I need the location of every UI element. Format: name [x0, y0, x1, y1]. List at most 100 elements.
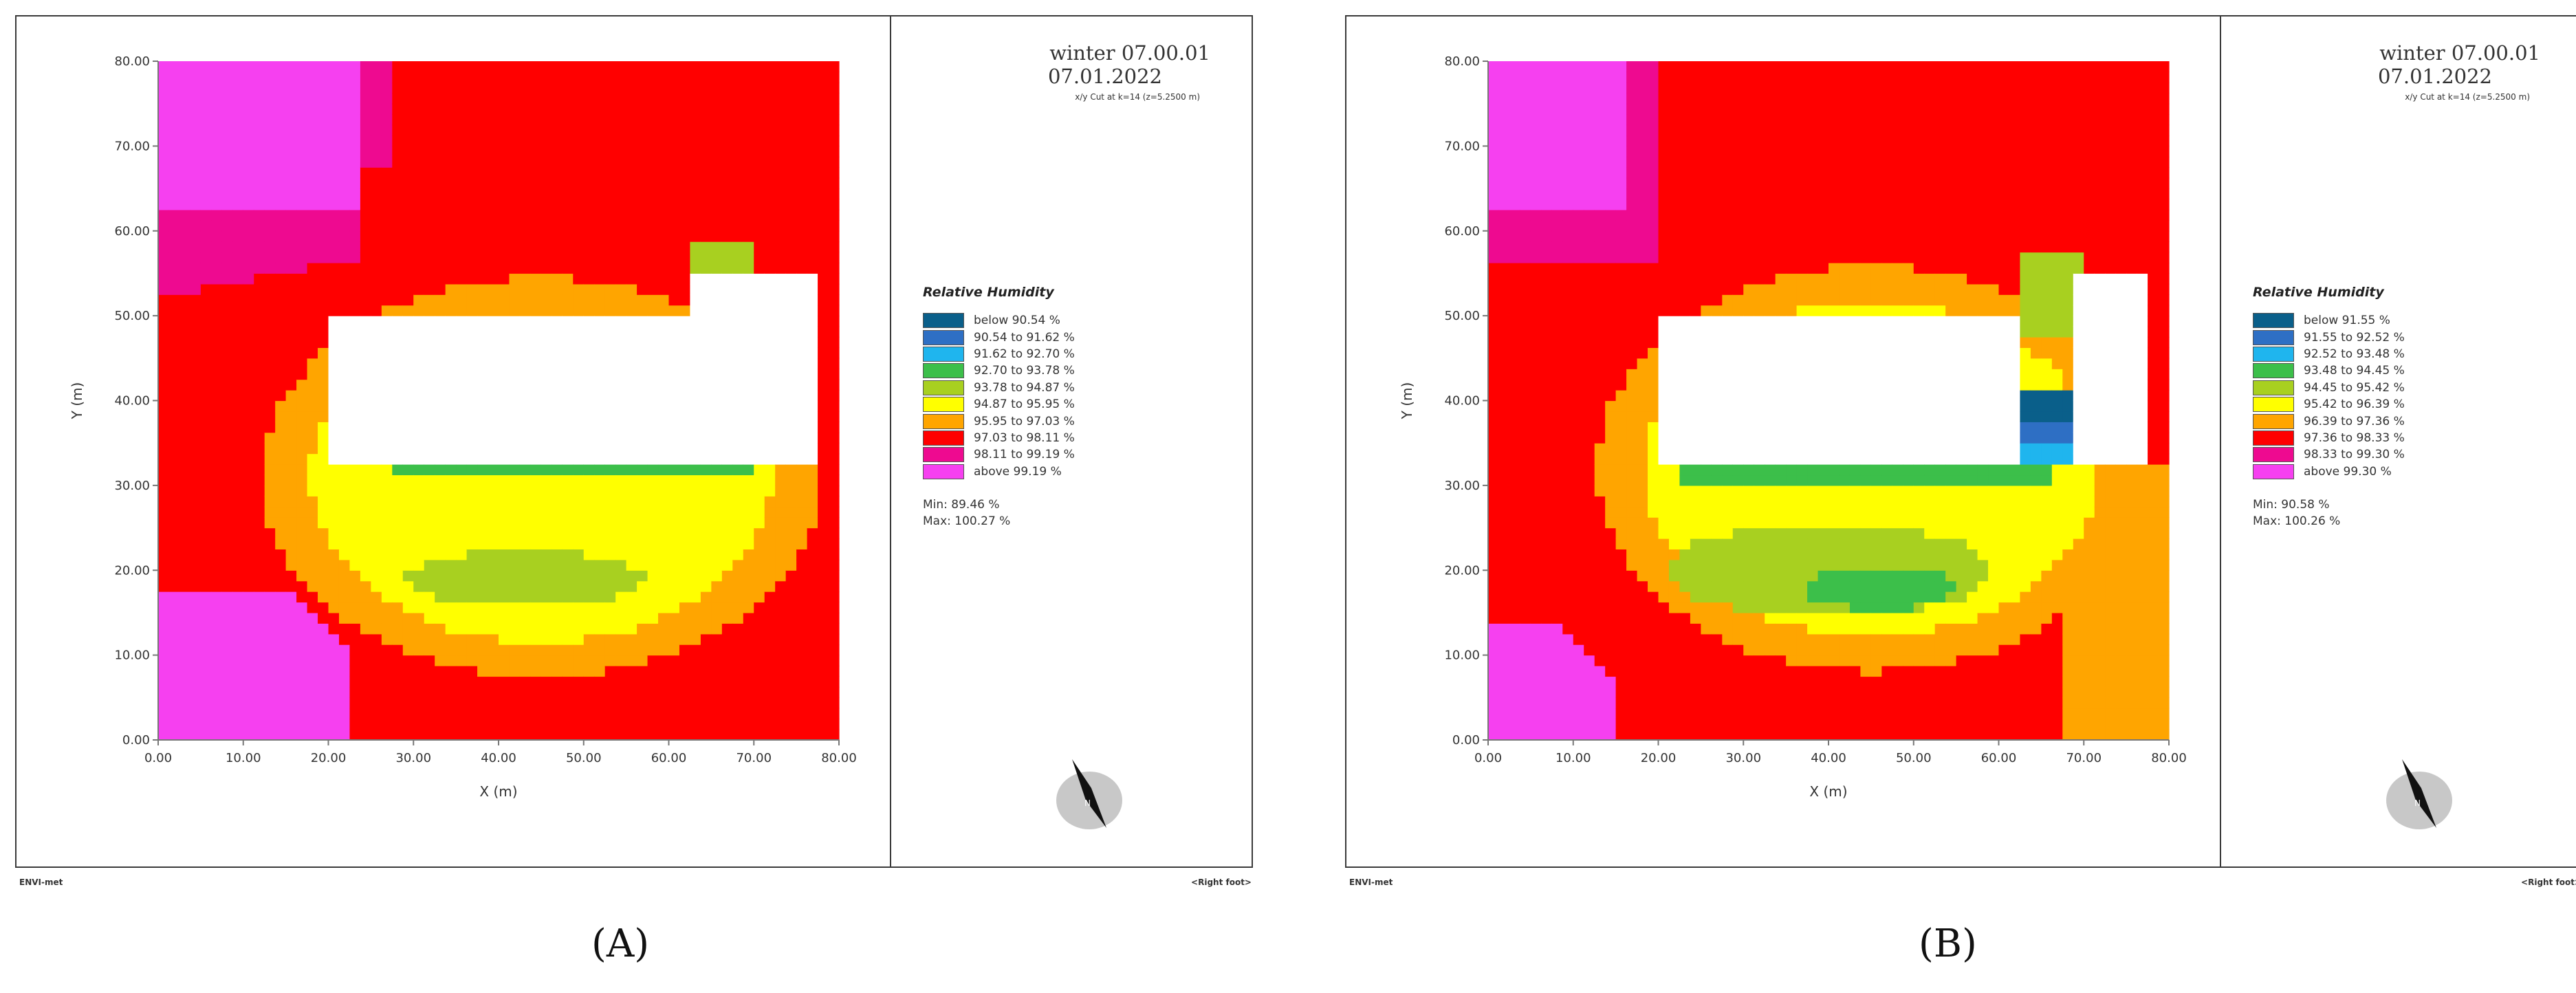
heatmap-cell — [1584, 294, 1595, 306]
heatmap-cell — [1509, 273, 1521, 285]
heatmap-cell — [721, 379, 733, 391]
heatmap-cell — [392, 316, 404, 327]
heatmap-cell — [1562, 61, 1574, 73]
heatmap-cell — [615, 580, 627, 592]
heatmap-cell — [1541, 135, 1553, 146]
heatmap-cell — [338, 369, 351, 380]
heatmap-cell — [530, 93, 542, 105]
heatmap-cell — [488, 167, 499, 179]
heatmap-cell — [456, 432, 468, 444]
heatmap-cell — [158, 93, 170, 105]
heatmap-cell — [1488, 496, 1500, 508]
heatmap-cell — [360, 485, 371, 497]
heatmap-cell — [828, 719, 840, 730]
heatmap-cell — [221, 263, 233, 274]
heatmap-cell — [658, 432, 670, 444]
heatmap-cell — [541, 326, 552, 338]
heatmap-cell — [796, 369, 808, 380]
heatmap-cell — [530, 167, 542, 179]
heatmap-cell — [658, 294, 670, 306]
heatmap-cell — [371, 167, 382, 179]
heatmap-cell — [668, 506, 680, 518]
legend-entry: below 90.54 % — [923, 312, 1075, 329]
heatmap-cell — [658, 82, 670, 94]
heatmap-cell — [413, 199, 425, 210]
heatmap-cell — [711, 602, 723, 613]
heatmap-cell — [785, 570, 797, 582]
heatmap-cell — [604, 93, 616, 105]
heatmap-cell — [338, 527, 351, 539]
heatmap-cell — [285, 369, 297, 380]
heatmap-cell — [221, 336, 233, 348]
heatmap-cell — [711, 559, 723, 571]
heatmap-cell — [626, 666, 637, 677]
heatmap-cell — [275, 305, 287, 316]
heatmap-cell — [604, 400, 616, 412]
heatmap-cell — [360, 326, 371, 338]
heatmap-cell — [541, 294, 552, 306]
heatmap-cell — [647, 591, 659, 603]
heatmap-cell — [168, 623, 180, 635]
heatmap-cell — [221, 686, 233, 698]
heatmap-cell — [626, 241, 637, 253]
heatmap-cell — [381, 644, 393, 656]
heatmap-cell — [381, 283, 393, 295]
heatmap-cell — [1605, 177, 1617, 189]
heatmap-cell — [349, 676, 361, 688]
heatmap-cell — [1551, 177, 1563, 189]
heatmap-cell — [1509, 263, 1521, 274]
heatmap-cell — [796, 527, 808, 539]
heatmap-cell — [158, 633, 170, 645]
heatmap-cell — [381, 336, 393, 348]
heatmap-cell — [1520, 666, 1531, 677]
heatmap-cell — [594, 61, 606, 73]
heatmap-cell — [285, 686, 297, 698]
heatmap-cell — [1562, 686, 1574, 698]
heatmap-cell — [1498, 400, 1510, 412]
heatmap-cell — [785, 612, 797, 624]
heatmap-cell — [1488, 390, 1500, 402]
heatmap-cell — [402, 570, 414, 582]
heatmap-cell — [1594, 252, 1606, 263]
heatmap-cell — [318, 432, 329, 444]
heatmap-cell — [232, 241, 244, 253]
x-tick-label: 80.00 — [821, 751, 857, 765]
heatmap-cell — [264, 114, 276, 126]
heatmap-cell — [541, 252, 552, 263]
heatmap-cell — [775, 666, 787, 677]
heatmap-cell — [552, 156, 563, 168]
heatmap-cell — [275, 623, 287, 635]
heatmap-cell — [456, 708, 468, 719]
heatmap-cell — [711, 612, 723, 624]
heatmap-cell — [796, 666, 808, 677]
heatmap-cell — [1551, 252, 1563, 263]
heatmap-cell — [1584, 390, 1595, 402]
heatmap-cell — [509, 390, 521, 402]
heatmap-cell — [647, 676, 659, 688]
heatmap-cell — [764, 602, 776, 613]
heatmap-cell — [243, 422, 254, 433]
heatmap-cell — [296, 316, 308, 327]
heatmap-cell — [530, 686, 542, 698]
heatmap-cell — [232, 474, 244, 486]
heatmap-cell — [530, 453, 542, 465]
heatmap-cell — [1573, 655, 1584, 666]
heatmap-cell — [562, 506, 574, 518]
heatmap-cell — [466, 336, 478, 348]
heatmap-cell — [700, 135, 712, 146]
heatmap-cell — [519, 644, 532, 656]
heatmap-cell — [721, 602, 733, 613]
heatmap-cell — [1509, 580, 1521, 592]
heatmap-cell — [1551, 241, 1563, 253]
heatmap-cell — [743, 124, 754, 136]
heatmap-cell — [1562, 358, 1574, 369]
heatmap-cell — [328, 623, 340, 635]
heatmap-cell — [338, 103, 351, 115]
heatmap-cell — [338, 506, 351, 518]
heatmap-cell — [1541, 580, 1553, 592]
heatmap-cell — [604, 644, 616, 656]
heatmap-cell — [562, 135, 574, 146]
heatmap-cell — [221, 400, 233, 412]
heatmap-cell — [626, 347, 637, 359]
heatmap-cell — [615, 294, 627, 306]
